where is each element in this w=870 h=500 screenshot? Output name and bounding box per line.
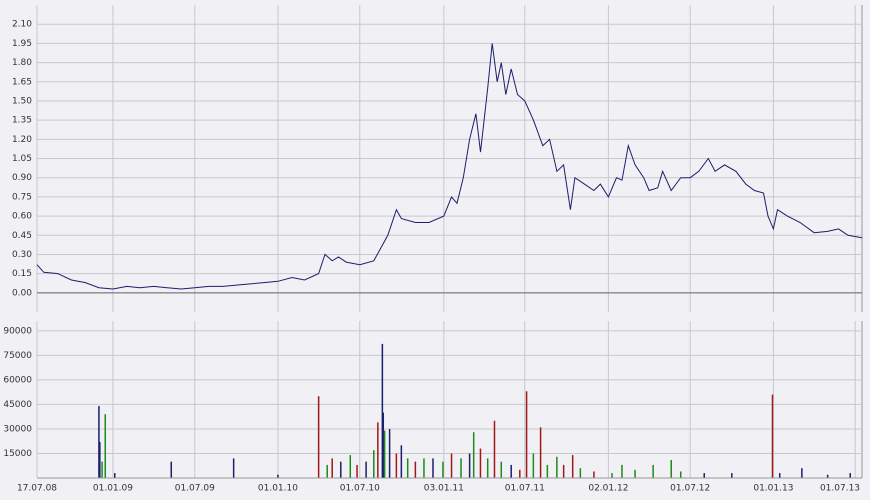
volume-bar <box>400 445 403 478</box>
volume-bar <box>381 343 384 478</box>
volume-bar <box>801 468 803 478</box>
x-tick-label: 01.01.13 <box>753 484 793 494</box>
x-tick-label: 03.01.11 <box>424 484 464 494</box>
y-tick-label: 1.95 <box>12 39 32 49</box>
x-tick-label: 01.07.10 <box>340 484 380 494</box>
volume-bar <box>373 450 375 478</box>
volume-bar <box>493 420 496 478</box>
x-tick-label: 17.07.08 <box>17 484 57 494</box>
volume-bar <box>356 464 358 478</box>
volume-bar <box>486 458 489 478</box>
x-tick-label: 02.01.12 <box>588 484 628 494</box>
volume-bar <box>388 428 391 478</box>
volume-bar <box>546 464 549 478</box>
volume-bar <box>340 461 342 478</box>
y-tick-label: 0.15 <box>12 269 32 279</box>
volume-bar <box>104 414 107 478</box>
volume-bar <box>468 453 471 478</box>
x-tick-label: 01.07.09 <box>175 484 215 494</box>
volume-bar <box>500 461 503 478</box>
y-tick-label: 90000 <box>3 326 32 336</box>
y-tick-label: 1.20 <box>12 135 32 145</box>
x-tick-label: 01.01.09 <box>93 484 133 494</box>
volume-bar <box>432 458 434 478</box>
x-tick-label: 01.07.11 <box>505 484 545 494</box>
volume-bar <box>232 458 235 478</box>
y-tick-label: 0.00 <box>12 288 32 298</box>
volume-bar <box>472 432 475 478</box>
volume-bar <box>579 468 582 478</box>
y-tick-label: 1.65 <box>12 77 32 87</box>
volume-bar <box>849 473 851 478</box>
volume-bar <box>679 471 682 478</box>
y-tick-label: 0.75 <box>12 192 32 202</box>
volume-bar <box>423 458 425 478</box>
volume-bar <box>479 448 482 478</box>
volume-bar <box>98 406 100 478</box>
volume-bar <box>703 473 705 478</box>
volume-bar <box>556 456 558 478</box>
volume-bar <box>365 461 367 478</box>
volume-bar <box>525 391 528 478</box>
volume-bar <box>383 430 386 478</box>
x-tick-label: 01.01.10 <box>258 484 298 494</box>
volume-bar <box>731 473 733 478</box>
volume-bar <box>442 461 444 478</box>
y-tick-label: 75000 <box>3 351 32 361</box>
volume-bar <box>771 394 774 478</box>
volume-bar <box>539 427 542 478</box>
volume-bar <box>277 474 279 478</box>
volume-bar <box>377 422 379 478</box>
x-tick-label: 01.07.13 <box>820 484 860 494</box>
volume-bar <box>326 464 328 478</box>
y-tick-label: 1.50 <box>12 96 32 106</box>
y-tick-label: 60000 <box>3 375 32 385</box>
volume-bar <box>634 469 636 478</box>
volume-bar <box>778 473 781 478</box>
volume-bar <box>331 458 333 478</box>
volume-bar <box>519 469 521 478</box>
y-tick-label: 30000 <box>3 424 32 434</box>
y-tick-label: 0.90 <box>12 173 32 183</box>
volume-bar <box>317 396 320 478</box>
volume-bar <box>349 455 352 478</box>
y-tick-label: 45000 <box>3 400 32 410</box>
volume-bar <box>826 474 829 478</box>
volume-bar <box>460 458 462 478</box>
volume-bar <box>593 471 595 478</box>
y-tick-label: 0.45 <box>12 231 32 241</box>
volume-bar <box>382 412 385 478</box>
y-tick-label: 0.30 <box>12 250 32 260</box>
y-tick-label: 1.35 <box>12 116 32 126</box>
volume-bar <box>99 442 101 478</box>
x-tick-label: 01.07.12 <box>670 484 710 494</box>
volume-bar <box>571 455 574 478</box>
volume-bar <box>170 461 173 478</box>
volume-bar <box>406 458 409 478</box>
volume-bar <box>611 473 613 478</box>
volume-bar <box>395 453 398 478</box>
volume-bar <box>652 464 654 478</box>
y-tick-label: 15000 <box>3 449 32 459</box>
volume-bar <box>510 464 512 478</box>
price-line <box>36 43 863 290</box>
volume-bar <box>114 473 116 478</box>
volume-bar <box>101 461 103 478</box>
y-tick-label: 0.60 <box>12 212 32 222</box>
volume-bar <box>562 464 565 478</box>
y-tick-label: 1.80 <box>12 58 32 68</box>
volume-bar <box>450 453 453 478</box>
y-tick-label: 1.05 <box>12 154 32 164</box>
volume-bar <box>621 464 623 478</box>
volume-bar <box>532 453 535 478</box>
volume-bar <box>414 461 417 478</box>
y-tick-label: 2.10 <box>12 20 32 30</box>
volume-bar <box>670 460 672 478</box>
